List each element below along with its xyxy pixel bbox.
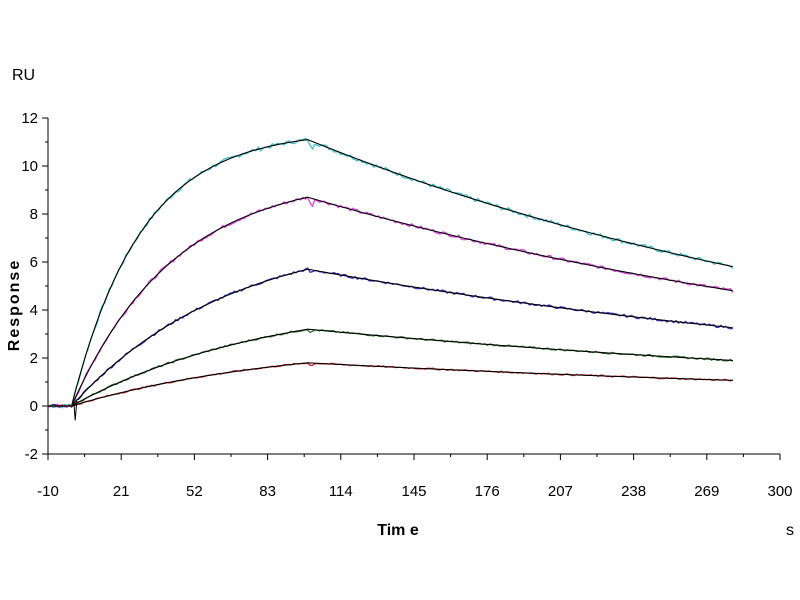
x-tick-label: 145 [401,483,426,500]
y-tick-label: 10 [21,158,38,175]
x-unit-label: s [786,522,794,539]
fit-curve-2 [48,196,733,407]
x-tick-label: 238 [621,483,646,500]
y-tick-label: 8 [30,206,38,223]
measured-curve-4 [48,328,734,408]
y-tick-label: 6 [30,254,38,271]
x-tick-label: 207 [548,483,573,500]
x-tick-label: 300 [767,483,792,500]
labels: RU Response Tim e s [6,67,794,539]
y-tick-label: 4 [30,302,38,319]
fit-curve-3 [48,268,733,407]
y-tick-label: 0 [30,398,38,415]
y-unit-label: RU [12,67,35,84]
fit-curve-1 [48,139,733,407]
x-tick-label: 176 [475,483,500,500]
injection-artifact [73,401,78,421]
series-group [47,137,734,421]
x-tick-label: 83 [259,483,276,500]
x-tick-label: 269 [694,483,719,500]
x-tick-label: 52 [186,483,203,500]
x-axis-title: Tim e [377,522,419,539]
y-axis-title: Response [6,259,23,351]
axes: -2 0 2 4 6 8 10 12 -10 21 52 83 114 145 176 207 238 269 30… [21,110,792,500]
x-tick-label: 21 [113,483,130,500]
y-tick-label: 12 [21,110,38,127]
x-tick-label: -10 [37,483,59,500]
measured-curve-2 [47,196,734,409]
x-tick-label: 114 [329,483,353,500]
y-tick-label: -2 [25,446,38,463]
y-tick-label: 2 [30,350,38,367]
fit-curve-5 [48,362,733,407]
fit-curve-4 [48,328,733,407]
